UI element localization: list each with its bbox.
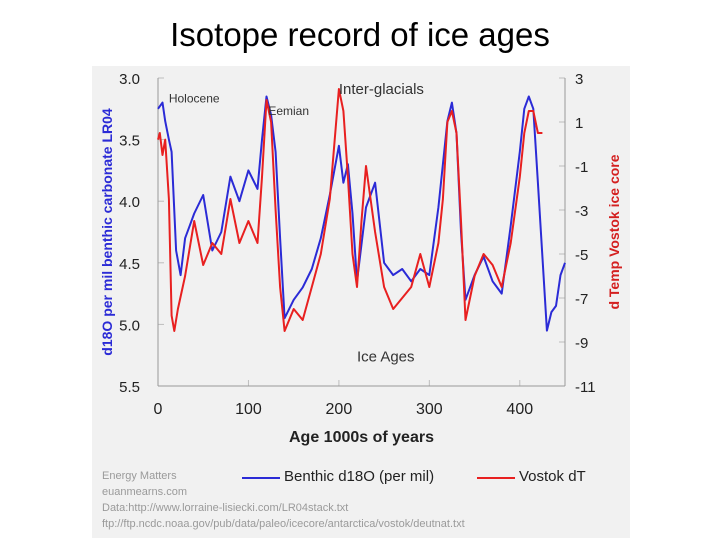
legend-blue-label: Benthic d18O (per mil)	[284, 468, 435, 485]
y-right-tick-label: -11	[575, 379, 596, 396]
x-tick-label: 100	[235, 401, 262, 418]
y-left-axis-title: d18O per mil benthic carbonate LR04	[99, 108, 115, 356]
legend-red-label: Vostok dT	[519, 468, 586, 485]
y-right-tick-label: -3	[575, 203, 588, 220]
y-left-tick-label: 4.0	[119, 194, 140, 211]
credit-data-link-1: Data:http://www.lorraine-lisiecki.com/LR…	[102, 502, 349, 514]
y-left-tick-label: 3.5	[119, 133, 140, 150]
y-right-tick-label: -9	[575, 335, 588, 352]
x-tick-label: 300	[416, 401, 443, 418]
slide-title: Isotope record of ice ages	[170, 16, 550, 53]
y-left-tick-label: 5.0	[119, 317, 140, 334]
y-left-tick-label: 5.5	[119, 379, 140, 396]
x-tick-label: 200	[326, 401, 353, 418]
y-right-axis-title: d Temp Vostok ice core	[606, 154, 622, 309]
series-vostok-line	[157, 88, 543, 332]
legend-blue-swatch	[242, 477, 280, 479]
chart-annotation: Inter-glacials	[339, 81, 424, 98]
legend-red-swatch	[477, 477, 515, 479]
x-axis-title: Age 1000s of years	[289, 429, 434, 446]
credit-line-1: Energy Matters	[102, 470, 177, 482]
credit-line-2: euanmearns.com	[102, 486, 187, 498]
chart-figure: 3.0 3.5 4.0 4.5 5.0 5.5 3 1 -1 -3 -5 -7 -9 -11 0 100 200…	[92, 66, 630, 538]
chart-annotation: Ice Ages	[357, 348, 415, 365]
y-right-tick-label: 1	[575, 115, 583, 132]
chart-annotation: Eemian	[268, 104, 309, 118]
x-tick-label: 400	[506, 401, 533, 418]
y-left-tick-label: 4.5	[119, 256, 140, 273]
y-right-tick-label: -1	[575, 159, 588, 176]
y-right-tick-label: -5	[575, 247, 588, 264]
y-right-tick-label: -7	[575, 291, 588, 308]
credit-data-link-2: ftp://ftp.ncdc.noaa.gov/pub/data/paleo/i…	[102, 518, 465, 530]
y-right-tick-label: 3	[575, 71, 583, 88]
chart-annotation: Holocene	[169, 92, 220, 106]
x-tick-label: 0	[154, 401, 163, 418]
chart-svg: 3.0 3.5 4.0 4.5 5.0 5.5 3 1 -1 -3 -5 -7 -9 -11 0 100 200…	[99, 71, 622, 446]
y-left-tick-label: 3.0	[119, 71, 140, 88]
